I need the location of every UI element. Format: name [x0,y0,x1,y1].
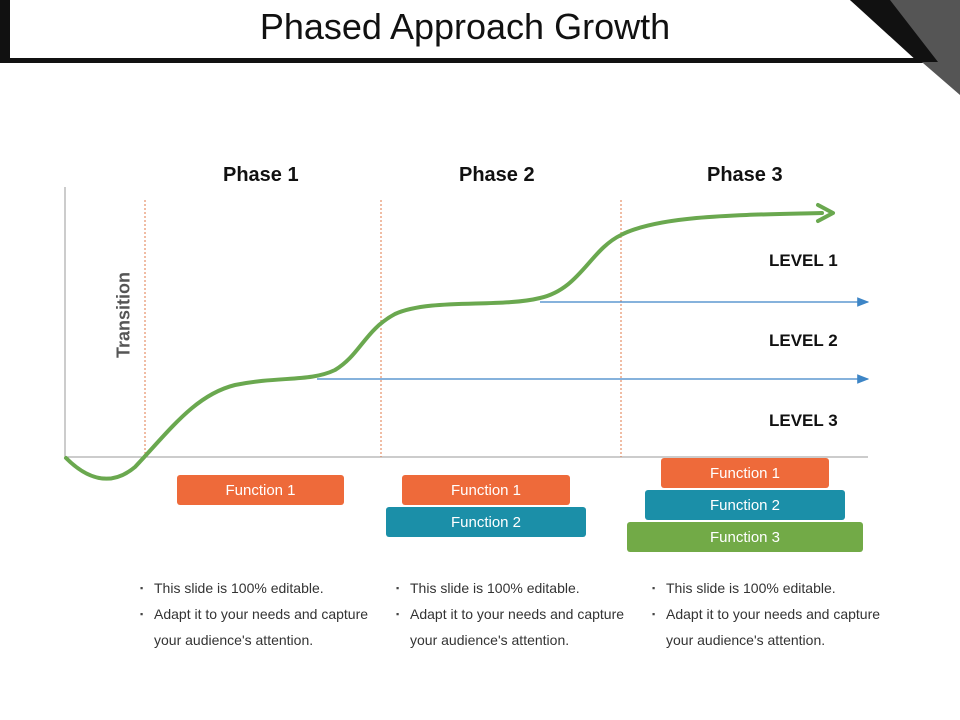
page-title: Phased Approach Growth [259,6,671,47]
phase-1-label: Phase 1 [223,164,299,186]
phase-3-label: Phase 3 [707,164,783,186]
level-2-label: LEVEL 2 [769,331,838,350]
title-bar: Phased Approach Growth [0,0,960,63]
bullet-item: This slide is 100% editable. [140,575,390,601]
corner-decoration [850,0,960,95]
growth-curve-arrowhead [816,203,835,223]
bullet-item: This slide is 100% editable. [396,575,646,601]
phase-2-notes: This slide is 100% editable. Adapt it to… [396,575,646,653]
title-left-edge [0,0,10,62]
phase-2-function-2: Function 2 [386,507,586,537]
bullet-item: This slide is 100% editable. [652,575,902,601]
phase-3-notes: This slide is 100% editable. Adapt it to… [652,575,902,653]
growth-curve [64,211,824,481]
transition-axis-label: Transition [113,271,134,359]
phase-1-function-1: Function 1 [177,475,344,505]
phase-1-notes: This slide is 100% editable. Adapt it to… [140,575,390,653]
phase-2-label: Phase 2 [459,164,535,186]
bullet-item: Adapt it to your needs and capture your … [652,601,902,653]
title-underline [0,58,925,63]
phase-3-function-3: Function 3 [627,522,863,552]
phase-2-function-1: Function 1 [402,475,570,505]
phase-3-function-2: Function 2 [645,490,845,520]
corner-stripe [850,0,938,62]
level-3-label: LEVEL 3 [769,411,838,430]
phase-3-function-1: Function 1 [661,458,829,488]
level-1-label: LEVEL 1 [769,251,838,270]
bullet-item: Adapt it to your needs and capture your … [396,601,646,653]
bullet-item: Adapt it to your needs and capture your … [140,601,390,653]
